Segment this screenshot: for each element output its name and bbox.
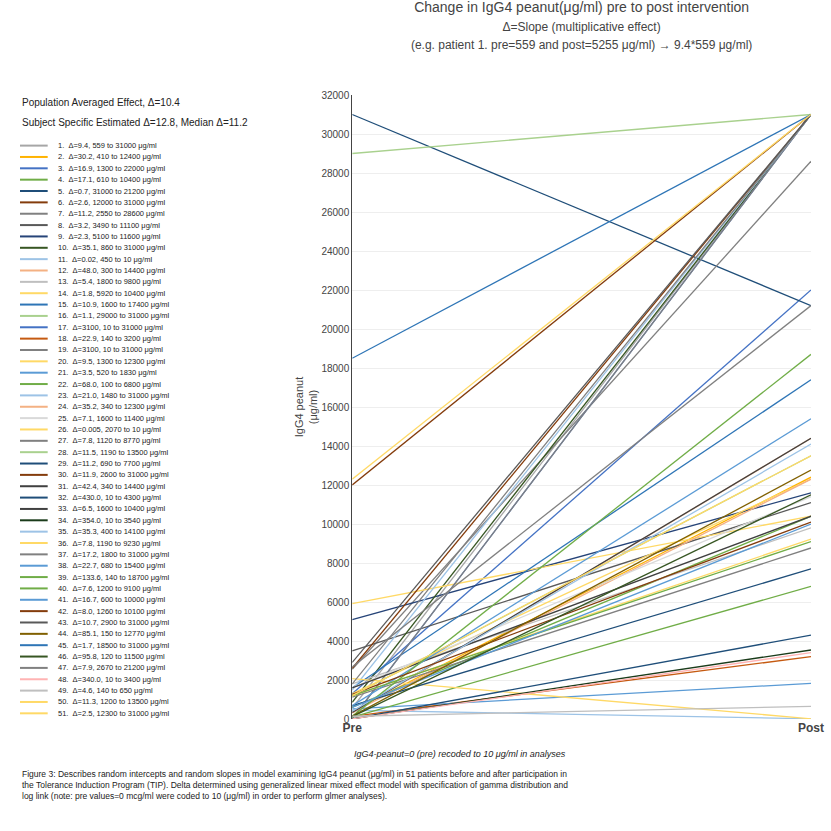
svg-text:14. Δ=1.8, 5920 to 10400 μg/m: 14. Δ=1.8, 5920 to 10400 μg/ml [58,289,165,298]
svg-text:42. Δ=8.0, 1260 to 10100 μg/m: 42. Δ=8.0, 1260 to 10100 μg/ml [58,607,165,616]
svg-text:47. Δ=7.9, 2670 to 21200 μg/m: 47. Δ=7.9, 2670 to 21200 μg/ml [58,663,165,672]
svg-text:13. Δ=5.4, 1800 to 9800 μg/ml: 13. Δ=5.4, 1800 to 9800 μg/ml [58,277,161,286]
svg-text:IgG4 peanut(μg/ml): IgG4 peanut(μg/ml) [293,377,319,438]
svg-text:8000: 8000 [327,558,350,569]
svg-text:4000: 4000 [327,636,350,647]
svg-text:18000: 18000 [321,363,349,374]
svg-text:Pre: Pre [343,721,363,735]
svg-text:25. Δ=7.1, 1600 to 11400 μg/m: 25. Δ=7.1, 1600 to 11400 μg/ml [58,414,165,423]
svg-text:9. Δ=2.3, 5100 to 11600 μg/ml: 9. Δ=2.3, 5100 to 11600 μg/ml [58,232,161,241]
svg-text:16000: 16000 [321,402,349,413]
svg-text:6. Δ=2.6, 12000 to 31000 μg/m: 6. Δ=2.6, 12000 to 31000 μg/ml [58,198,165,207]
svg-text:14000: 14000 [321,441,349,452]
svg-text:35. Δ=35.3, 400 to 14100 μg/m: 35. Δ=35.3, 400 to 14100 μg/ml [58,527,165,536]
svg-text:3. Δ=16.9, 1300 to 22000 μg/m: 3. Δ=16.9, 1300 to 22000 μg/ml [58,164,165,173]
svg-text:51. Δ=2.5, 12300 to 31000 μg/: 51. Δ=2.5, 12300 to 31000 μg/ml [58,709,170,718]
svg-text:1. Δ=9.4, 559 to 31000 μg/ml: 1. Δ=9.4, 559 to 31000 μg/ml [58,141,157,150]
svg-text:Subject Specific Estimated Δ=1: Subject Specific Estimated Δ=12.8, Media… [22,117,248,128]
svg-text:4. Δ=17.1, 610 to 10400 μg/ml: 4. Δ=17.1, 610 to 10400 μg/ml [58,175,161,184]
svg-text:36. Δ=7.8, 1190 to 9230 μg/ml: 36. Δ=7.8, 1190 to 9230 μg/ml [58,539,161,548]
svg-text:46. Δ=95.8, 120 to 11500 μg/m: 46. Δ=95.8, 120 to 11500 μg/ml [58,652,165,661]
svg-text:Post: Post [798,721,824,735]
svg-text:20000: 20000 [321,324,349,335]
svg-text:10. Δ=35.1, 860 to 31000 μg/m: 10. Δ=35.1, 860 to 31000 μg/ml [58,243,165,252]
svg-text:21. Δ=3.5, 520 to 1830 μg/ml: 21. Δ=3.5, 520 to 1830 μg/ml [58,368,157,377]
svg-text:32. Δ=430.0, 10 to 4300 μg/ml: 32. Δ=430.0, 10 to 4300 μg/ml [58,493,161,502]
svg-text:15. Δ=10.9, 1600 to 17400 μg/: 15. Δ=10.9, 1600 to 17400 μg/ml [58,300,170,309]
svg-text:11. Δ=0.02, 450 to 10 μg/ml: 11. Δ=0.02, 450 to 10 μg/ml [58,255,152,264]
svg-text:IgG4-peanut=0 (pre) recoded to: IgG4-peanut=0 (pre) recoded to 10 μg/ml … [354,749,566,759]
svg-text:16. Δ=1.1, 29000 to 31000 μg/: 16. Δ=1.1, 29000 to 31000 μg/ml [58,311,170,320]
svg-text:24. Δ=35.2, 340 to 12300 μg/m: 24. Δ=35.2, 340 to 12300 μg/ml [58,402,165,411]
svg-text:45. Δ=1.7, 18500 to 31000 μg/: 45. Δ=1.7, 18500 to 31000 μg/ml [58,641,170,650]
svg-text:26000: 26000 [321,207,349,218]
svg-text:17. Δ=3100, 10 to 31000 μg/ml: 17. Δ=3100, 10 to 31000 μg/ml [58,323,163,332]
svg-text:23. Δ=21.0, 1480 to 31000 μg/: 23. Δ=21.0, 1480 to 31000 μg/ml [58,391,170,400]
svg-text:27. Δ=7.8, 1120 to 8770 μg/ml: 27. Δ=7.8, 1120 to 8770 μg/ml [58,436,161,445]
svg-text:22. Δ=68.0, 100 to 6800 μg/ml: 22. Δ=68.0, 100 to 6800 μg/ml [58,380,161,389]
svg-text:41. Δ=16.7, 600 to 10000 μg/m: 41. Δ=16.7, 600 to 10000 μg/ml [58,595,165,604]
svg-text:6000: 6000 [327,597,350,608]
svg-text:30. Δ=11.9, 2600 to 31000 μg/: 30. Δ=11.9, 2600 to 31000 μg/ml [58,470,169,479]
svg-text:38. Δ=22.7, 680 to 15400 μg/m: 38. Δ=22.7, 680 to 15400 μg/ml [58,561,165,570]
svg-text:31. Δ=42.4, 340 to 14400 μg/m: 31. Δ=42.4, 340 to 14400 μg/ml [58,482,165,491]
svg-text:7. Δ=11.2, 2550 to 28600 μg/m: 7. Δ=11.2, 2550 to 28600 μg/ml [58,209,165,218]
svg-text:48. Δ=340.0, 10 to 3400 μg/ml: 48. Δ=340.0, 10 to 3400 μg/ml [58,675,161,684]
svg-text:Population Averaged Effect, Δ=: Population Averaged Effect, Δ=10.4 [22,97,180,108]
svg-text:20. Δ=9.5, 1300 to 12300 μg/m: 20. Δ=9.5, 1300 to 12300 μg/ml [58,357,165,366]
svg-text:37. Δ=17.2, 1800 to 31000 μg/: 37. Δ=17.2, 1800 to 31000 μg/ml [58,550,170,559]
svg-text:30000: 30000 [321,129,349,140]
svg-text:19. Δ=3100, 10 to 31000 μg/ml: 19. Δ=3100, 10 to 31000 μg/ml [58,345,163,354]
svg-text:Figure 3: Describes random int: Figure 3: Describes random intercepts an… [22,769,568,801]
svg-text:8. Δ=3.2, 3490 to 11100 μg/ml: 8. Δ=3.2, 3490 to 11100 μg/ml [58,221,160,230]
svg-text:10000: 10000 [321,519,349,530]
svg-text:12000: 12000 [321,480,349,491]
svg-text:49. Δ=4.6, 140 to 650 μg/ml: 49. Δ=4.6, 140 to 650 μg/ml [58,686,153,695]
svg-text:22000: 22000 [321,285,349,296]
svg-text:28. Δ=11.5, 1190 to 13500 μg/: 28. Δ=11.5, 1190 to 13500 μg/ml [58,448,169,457]
svg-text:18. Δ=22.9, 140 to 3200 μg/ml: 18. Δ=22.9, 140 to 3200 μg/ml [58,334,161,343]
svg-text:5. Δ=0.7, 31000 to 21200 μg/m: 5. Δ=0.7, 31000 to 21200 μg/ml [58,187,165,196]
svg-text:29. Δ=11.2, 690 to 7700 μg/ml: 29. Δ=11.2, 690 to 7700 μg/ml [58,459,161,468]
svg-text:24000: 24000 [321,246,349,257]
svg-text:32000: 32000 [321,90,349,101]
svg-text:26. Δ=0.005, 2070 to 10 μg/ml: 26. Δ=0.005, 2070 to 10 μg/ml [58,425,161,434]
svg-text:0: 0 [344,714,350,725]
svg-text:43. Δ=10.7, 2900 to 31000 μg/: 43. Δ=10.7, 2900 to 31000 μg/ml [58,618,170,627]
svg-text:Change in IgG4 peanut(μg/ml) p: Change in IgG4 peanut(μg/ml) pre to post… [411,0,752,52]
svg-text:28000: 28000 [321,168,349,179]
svg-text:2000: 2000 [327,675,350,686]
svg-text:33. Δ=6.5, 1600 to 10400 μg/m: 33. Δ=6.5, 1600 to 10400 μg/ml [58,504,165,513]
svg-text:40. Δ=7.6, 1200 to 9100 μg/ml: 40. Δ=7.6, 1200 to 9100 μg/ml [58,584,161,593]
svg-text:50. Δ=11.3, 1200 to 13500 μg/: 50. Δ=11.3, 1200 to 13500 μg/ml [58,697,169,706]
svg-text:44. Δ=85.1, 150 to 12770 μg/m: 44. Δ=85.1, 150 to 12770 μg/ml [58,629,165,638]
svg-text:12. Δ=48.0, 300 to 14400 μg/m: 12. Δ=48.0, 300 to 14400 μg/ml [58,266,165,275]
svg-text:39. Δ=133.6, 140 to 18700 μg/: 39. Δ=133.6, 140 to 18700 μg/ml [58,573,170,582]
svg-text:34. Δ=354.0, 10 to 3540 μg/ml: 34. Δ=354.0, 10 to 3540 μg/ml [58,516,161,525]
svg-text:2. Δ=30.2, 410 to 12400 μg/ml: 2. Δ=30.2, 410 to 12400 μg/ml [58,152,161,161]
